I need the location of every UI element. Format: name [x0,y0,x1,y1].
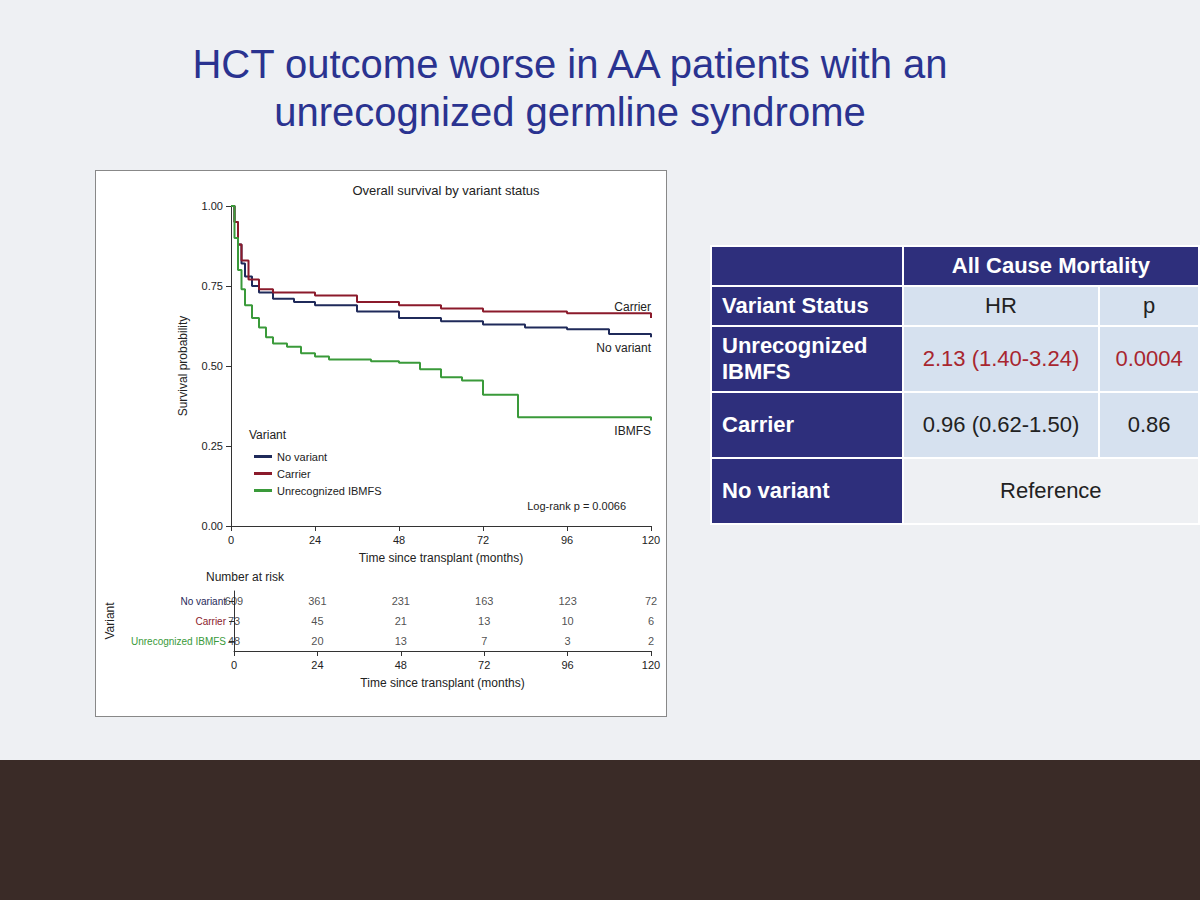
svg-text:96: 96 [561,659,573,671]
html-text:No variant: No variant [722,478,830,503]
svg-text:24: 24 [311,659,323,671]
svg-text:48: 48 [228,635,240,647]
svg-text:2: 2 [648,635,654,647]
html-text:0.86: 0.86 [1127,412,1171,437]
svg-text:6: 6 [648,615,654,627]
html-text:HR: HR [985,293,1017,318]
html-text:Reference: Reference [1000,478,1102,503]
svg-text:Survival probability: Survival probability [176,316,190,417]
html-text:Unrecognized IBMFS: Unrecognized IBMFS [722,333,868,384]
svg-text:0.00: 0.00 [202,520,223,532]
svg-text:231: 231 [392,595,410,607]
svg-text:Unrecognized IBMFS: Unrecognized IBMFS [277,485,382,497]
svg-text:13: 13 [395,635,407,647]
svg-text:Number at risk: Number at risk [206,570,285,584]
svg-text:0.25: 0.25 [202,440,223,452]
svg-text:10: 10 [561,615,573,627]
svg-text:48: 48 [395,659,407,671]
svg-text:73: 73 [228,615,240,627]
svg-text:Carrier: Carrier [277,468,311,480]
svg-text:21: 21 [395,615,407,627]
svg-text:45: 45 [311,615,323,627]
svg-text:Variant: Variant [249,428,287,442]
svg-text:72: 72 [478,659,490,671]
svg-text:13: 13 [478,615,490,627]
html-text:Carrier: Carrier [722,412,795,437]
svg-text:3: 3 [565,635,571,647]
svg-text:Carrier: Carrier [614,300,651,314]
svg-text:48: 48 [393,534,405,546]
svg-text:Unrecognized IBMFS: Unrecognized IBMFS [131,636,226,647]
svg-text:1.00: 1.00 [202,200,223,212]
svg-text:No variant: No variant [277,451,327,463]
html-text:All Cause Mortality: All Cause Mortality [951,253,1150,278]
html-text:0.96 (0.62-1.50): 0.96 (0.62-1.50) [922,412,1080,437]
html-text:HCT outcome worse in AA patien: HCT outcome worse in AA patients with an… [192,42,948,134]
svg-text:Log-rank p = 0.0066: Log-rank p = 0.0066 [527,500,626,512]
svg-text:0: 0 [228,534,234,546]
svg-text:Carrier: Carrier [195,616,226,627]
html-text:0.0004: 0.0004 [1115,346,1183,371]
svg-text:163: 163 [475,595,493,607]
svg-text:Time since transplant (months): Time since transplant (months) [359,551,523,565]
html-text:2.13 (1.40-3.24): 2.13 (1.40-3.24) [922,346,1080,371]
svg-text:20: 20 [311,635,323,647]
svg-text:0.50: 0.50 [202,360,223,372]
html-text:Variant Status: Variant Status [722,293,869,318]
svg-text:72: 72 [477,534,489,546]
svg-text:No variant: No variant [596,341,651,355]
svg-text:120: 120 [642,659,660,671]
svg-text:Overall survival by variant st: Overall survival by variant status [352,183,540,198]
svg-text:123: 123 [558,595,576,607]
html-text:p: p [1143,293,1156,318]
svg-text:24: 24 [309,534,321,546]
svg-text:Time since transplant (months): Time since transplant (months) [360,676,524,690]
svg-text:Variant: Variant [103,602,117,640]
svg-text:609: 609 [225,595,243,607]
svg-text:72: 72 [645,595,657,607]
svg-text:361: 361 [308,595,326,607]
svg-text:IBMFS: IBMFS [614,424,651,438]
svg-text:No variant: No variant [180,596,226,607]
svg-text:0.75: 0.75 [202,280,223,292]
svg-text:0: 0 [231,659,237,671]
svg-text:7: 7 [481,635,487,647]
svg-text:120: 120 [642,534,660,546]
svg-text:96: 96 [561,534,573,546]
